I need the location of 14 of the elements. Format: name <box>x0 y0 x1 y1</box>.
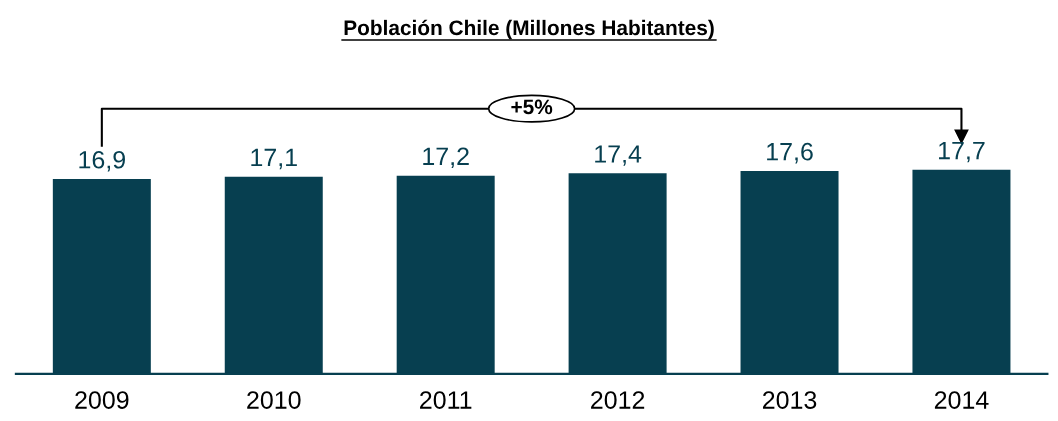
x-tick-label: 2010 <box>247 391 301 409</box>
x-tick-label: 2011 <box>420 391 472 409</box>
chart-title: Población Chile (Millones Habitantes) <box>344 19 714 40</box>
text: +5% <box>511 99 553 115</box>
data-label: 17,4 <box>595 145 642 166</box>
data-label: 17,2 <box>423 147 469 169</box>
x-tick-label: 2014 <box>934 391 989 409</box>
data-label: 17,1 <box>251 148 297 170</box>
data-label: 16,9 <box>79 150 125 172</box>
x-tick-label: 2013 <box>762 391 817 409</box>
data-label: 17,7 <box>939 141 985 163</box>
x-tick-label: 2012 <box>591 391 645 409</box>
data-label: 17,6 <box>767 142 813 164</box>
x-tick-label: 2009 <box>75 391 129 409</box>
